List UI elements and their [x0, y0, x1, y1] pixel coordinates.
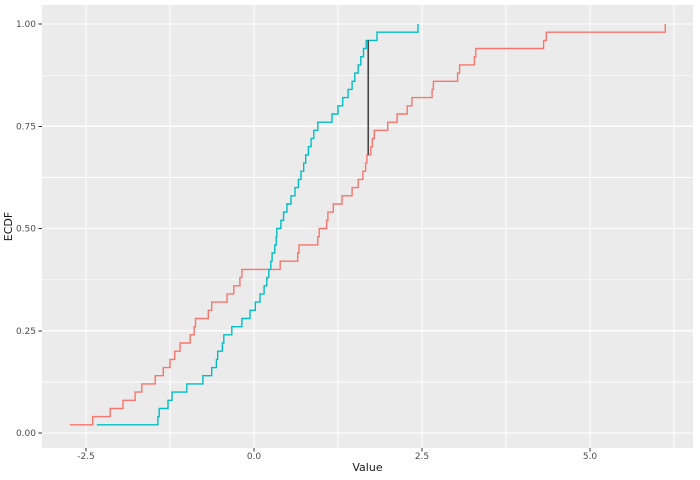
x-tick-label: 0.0 [247, 452, 262, 462]
x-tick-label: 2.5 [415, 452, 429, 462]
ecdf-line-sample-red [69, 24, 666, 426]
y-tick-label: 1.00 [16, 20, 36, 30]
ecdf-line-sample-cyan [96, 24, 419, 426]
y-tick-label: 0.50 [16, 225, 36, 235]
x-tick-label: 5.0 [583, 452, 598, 462]
x-tick-label: -2.5 [77, 452, 95, 462]
x-axis-title: Value [352, 461, 382, 474]
y-axis-title: ECDF [2, 212, 15, 241]
x-tick-labels: -2.5 0.0 2.5 5.0 [77, 452, 597, 462]
ecdf-series-group [69, 24, 666, 426]
y-tick-label: 0.75 [16, 123, 36, 133]
y-tick-labels: 0.00 0.25 0.50 0.75 1.00 [16, 20, 36, 439]
minor-gridlines [42, 5, 693, 448]
y-tick-label: 0.00 [16, 429, 36, 439]
major-gridlines [42, 5, 693, 448]
y-tick-label: 0.25 [16, 327, 36, 337]
axis-tick-marks [38, 23, 591, 452]
